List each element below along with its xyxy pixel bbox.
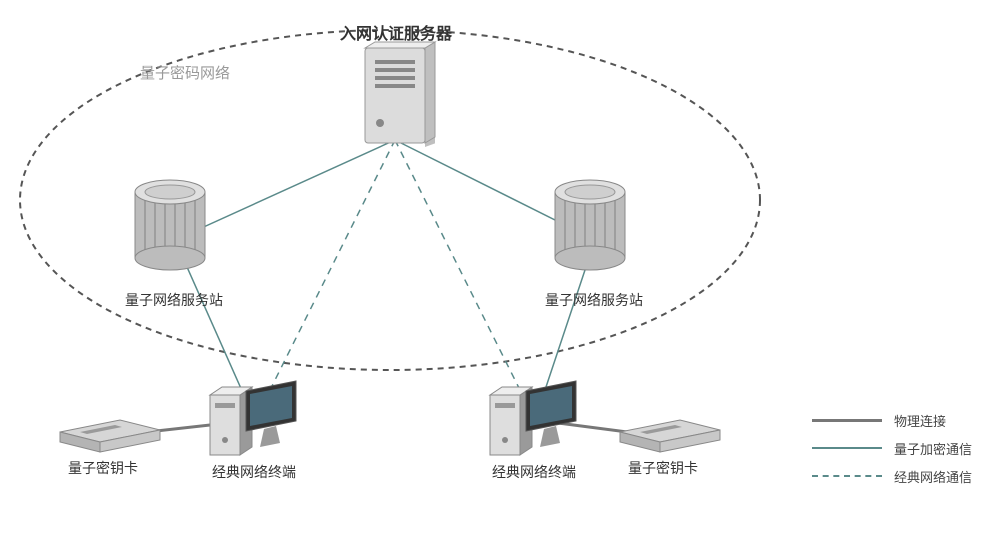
qstation-right-label: 量子网络服务站: [545, 290, 643, 310]
legend-line-classical: [812, 475, 882, 477]
network-region-label: 量子密码网络: [140, 62, 230, 83]
legend-label-quantum: 量子加密通信: [894, 439, 972, 458]
terminal-left-label: 经典网络终端: [212, 462, 296, 482]
qstation-left-label: 量子网络服务站: [125, 290, 223, 310]
legend-row-classical: 经典网络通信: [812, 467, 972, 485]
card-left-icon: [60, 420, 160, 452]
card-right-icon: [620, 420, 720, 452]
legend-label-classical: 经典网络通信: [894, 467, 972, 486]
title-label: 入网认证服务器: [340, 20, 452, 44]
qstation-left-icon: [135, 180, 205, 270]
terminal-left-icon: [210, 381, 296, 455]
edge-auth_server-terminal_left: [255, 140, 395, 420]
qstation-right-icon: [555, 180, 625, 270]
terminal-right-label: 经典网络终端: [492, 462, 576, 482]
diagram-canvas: 入网认证服务器 量子密码网络 量子网络服务站 量子网络服务站 经典网络终端 经典…: [0, 0, 1000, 541]
card-left-label: 量子密钥卡: [68, 458, 138, 478]
legend: 物理连接 量子加密通信 经典网络通信: [812, 401, 972, 495]
legend-row-physical: 物理连接: [812, 411, 972, 429]
card-right-label: 量子密钥卡: [628, 458, 698, 478]
legend-line-quantum: [812, 447, 882, 449]
legend-line-physical: [812, 419, 882, 422]
terminal-right-icon: [490, 381, 576, 455]
legend-label-physical: 物理连接: [894, 411, 946, 430]
edge-auth_server-qstation_left: [175, 140, 395, 240]
auth-server-icon: [365, 42, 435, 147]
edge-auth_server-terminal_right: [395, 140, 535, 420]
legend-row-quantum: 量子加密通信: [812, 439, 972, 457]
